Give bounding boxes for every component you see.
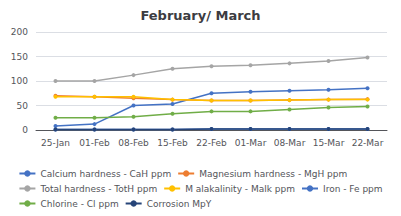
svg-text:08-Feb: 08-Feb bbox=[118, 138, 149, 148]
svg-text:Corrosion MpY: Corrosion MpY bbox=[147, 199, 212, 209]
svg-text:08-Mar: 08-Mar bbox=[274, 138, 306, 148]
svg-text:Chlorine - Cl ppm: Chlorine - Cl ppm bbox=[40, 199, 118, 209]
svg-text:22-Feb: 22-Feb bbox=[196, 138, 227, 148]
svg-text:01-Feb: 01-Feb bbox=[79, 138, 110, 148]
svg-text:25-Jan: 25-Jan bbox=[41, 138, 70, 148]
svg-text:50: 50 bbox=[17, 101, 29, 111]
svg-text:01-Mar: 01-Mar bbox=[235, 138, 267, 148]
svg-text:15-Mar: 15-Mar bbox=[313, 138, 345, 148]
svg-text:150: 150 bbox=[11, 52, 28, 62]
svg-text:200: 200 bbox=[11, 27, 28, 37]
svg-text:M alakalinity - Malk ppm: M alakalinity - Malk ppm bbox=[185, 184, 295, 194]
svg-text:Iron - Fe ppm: Iron - Fe ppm bbox=[323, 184, 383, 194]
svg-text:February/ March: February/ March bbox=[140, 8, 260, 23]
svg-text:22-Mar: 22-Mar bbox=[352, 138, 384, 148]
svg-text:15-Feb: 15-Feb bbox=[157, 138, 188, 148]
svg-text:0: 0 bbox=[22, 125, 28, 135]
svg-text:Magnesium hardness - MgH ppm: Magnesium hardness - MgH ppm bbox=[199, 169, 347, 179]
svg-text:100: 100 bbox=[11, 76, 28, 86]
svg-text:Total hardness - TotH ppm: Total hardness - TotH ppm bbox=[39, 184, 157, 194]
svg-text:Calcium hardness - CaH ppm: Calcium hardness - CaH ppm bbox=[40, 169, 171, 179]
